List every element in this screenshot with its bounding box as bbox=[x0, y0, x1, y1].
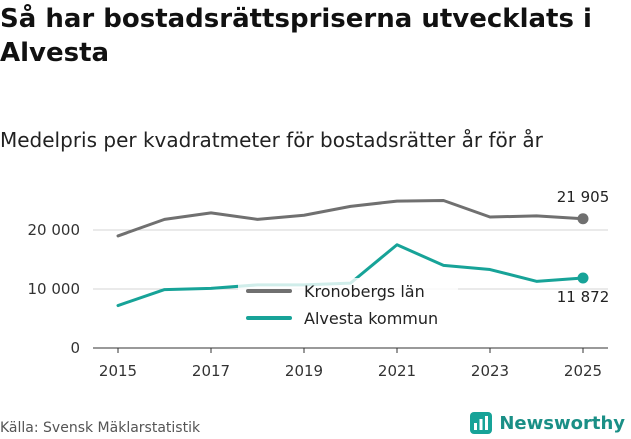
series-end-point bbox=[577, 272, 589, 284]
y-tick-label: 10 000 bbox=[28, 280, 81, 298]
x-tick-label: 2021 bbox=[378, 362, 416, 380]
legend-box bbox=[238, 278, 458, 330]
series-end-label: 21 905 bbox=[557, 188, 610, 206]
legend-label: Kronobergs län bbox=[304, 282, 425, 301]
series-line bbox=[116, 199, 585, 238]
x-tick-label: 2017 bbox=[192, 362, 230, 380]
x-tick-label: 2019 bbox=[285, 362, 323, 380]
series-end-point bbox=[577, 213, 589, 225]
chart-subtitle: Medelpris per kvadratmeter för bostadsrä… bbox=[0, 128, 543, 152]
brand-logo: Newsworthy bbox=[469, 410, 625, 436]
x-tick-label: 2025 bbox=[564, 362, 602, 380]
brand-name: Newsworthy bbox=[499, 412, 625, 434]
newsworthy-logo-icon bbox=[470, 412, 493, 434]
x-tick-label: 2015 bbox=[99, 362, 137, 380]
y-tick-label: 0 bbox=[70, 339, 80, 357]
y-tick-label: 20 000 bbox=[28, 221, 81, 239]
series-end-label: 11 872 bbox=[557, 288, 610, 306]
legend-label: Alvesta kommun bbox=[304, 309, 438, 328]
source-note: Källa: Svensk Mäklarstatistik bbox=[0, 420, 201, 436]
x-tick-label: 2023 bbox=[471, 362, 509, 380]
chart-title: Så har bostadsrättspriserna utvecklats i… bbox=[0, 4, 592, 68]
